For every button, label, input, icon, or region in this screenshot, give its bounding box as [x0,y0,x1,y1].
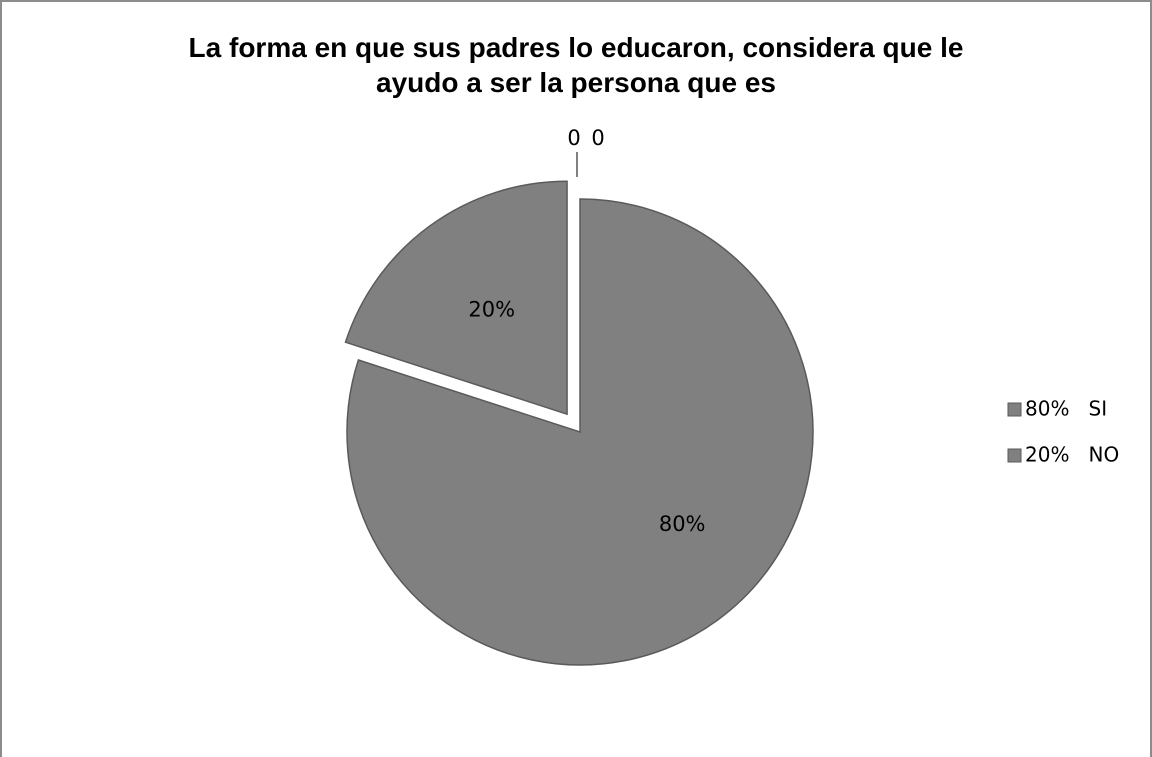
chart-title-line-2: ayudo a ser la persona que es [376,67,776,98]
legend-item-1: 20% NO [1007,443,1119,467]
data-label-2: 0 [567,126,580,150]
legend-label-0: 80% SI [1025,397,1107,421]
pie-slice-0 [346,198,814,666]
data-label-0: 80% [659,512,706,536]
data-label-3: 0 [591,126,604,150]
chart-title: La forma en que sus padres lo educaron, … [0,30,1152,100]
legend-swatch-1 [1007,448,1022,463]
chart-title-line-1: La forma en que sus padres lo educaron, … [188,32,964,63]
data-labels: 80% 20% 0 0 [468,126,705,536]
pie-slices [344,152,814,666]
legend-item-0: 80% SI [1007,397,1107,421]
data-label-1: 20% [468,298,515,322]
pie-slice-1 [344,180,568,416]
legend: 80% SI 20% NO [1007,397,1119,467]
legend-swatch-0 [1007,402,1022,417]
legend-label-1: 20% NO [1025,443,1119,467]
